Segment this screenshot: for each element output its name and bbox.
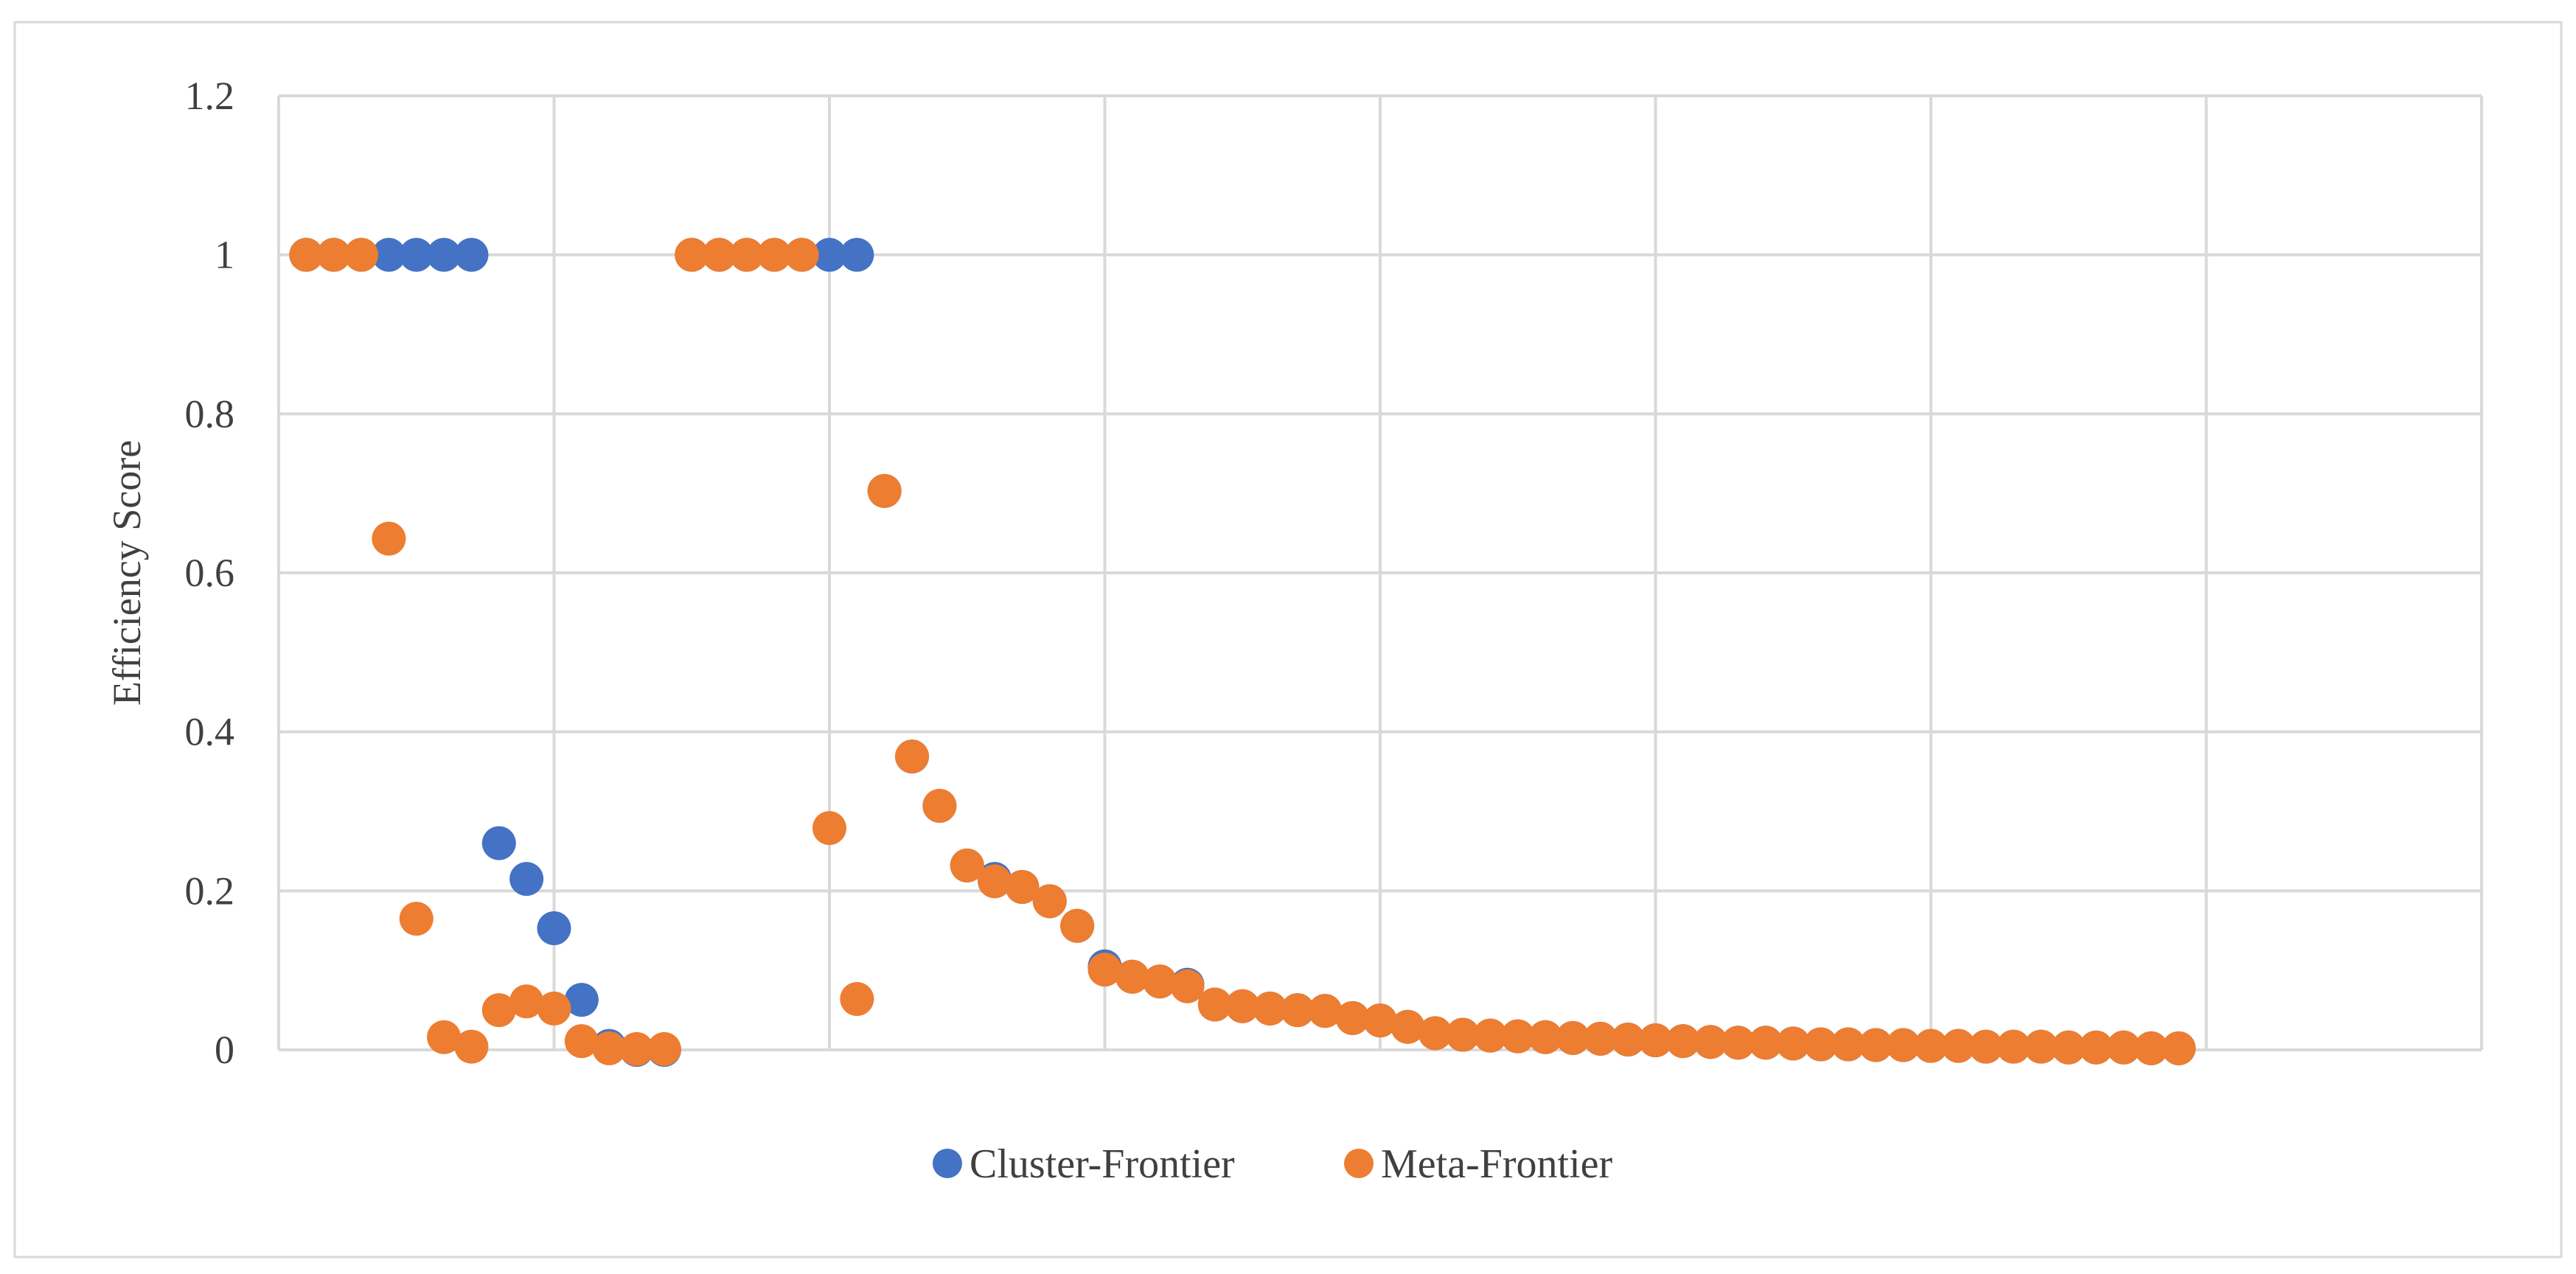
y-tick-labels: 0 0.2 0.4 0.6 0.8 1 1.2 — [185, 74, 235, 1072]
data-point — [454, 1029, 489, 1064]
y-tick-label: 0.6 — [185, 551, 235, 595]
data-point — [950, 848, 984, 883]
data-point — [729, 237, 764, 272]
data-point — [757, 237, 792, 272]
data-point — [1032, 884, 1067, 919]
data-point — [1997, 1029, 2031, 1064]
chart-border — [13, 21, 2563, 1259]
data-point — [922, 788, 957, 823]
data-point — [2051, 1030, 2086, 1065]
data-point — [399, 237, 434, 272]
data-point — [647, 1031, 681, 1066]
y-tick-label: 0.4 — [185, 710, 235, 754]
data-point — [1665, 1024, 1700, 1059]
data-point — [509, 984, 544, 1019]
data-point — [537, 911, 571, 946]
data-point — [1776, 1026, 1811, 1061]
data-point — [1363, 1003, 1397, 1038]
data-point — [1418, 1016, 1452, 1051]
data-point — [1197, 987, 1232, 1022]
data-point — [1115, 959, 1149, 994]
data-point — [509, 862, 544, 897]
data-point — [1693, 1025, 1728, 1059]
data-point — [427, 237, 462, 272]
data-point — [372, 521, 406, 556]
data-point — [592, 1031, 627, 1065]
y-tick-label: 0.2 — [185, 869, 235, 913]
data-point — [289, 237, 324, 272]
data-point — [1968, 1029, 2003, 1064]
legend-marker — [1344, 1149, 1374, 1178]
y-tick-label: 0 — [215, 1028, 234, 1072]
data-point — [1803, 1027, 1838, 1062]
legend: Cluster-Frontier Meta-Frontier — [933, 1141, 1612, 1187]
data-point — [784, 237, 819, 272]
y-tick-label: 1.2 — [185, 74, 235, 118]
data-point — [1308, 994, 1343, 1028]
data-point — [2134, 1031, 2168, 1065]
data-point — [399, 902, 434, 936]
data-point — [1556, 1020, 1590, 1055]
data-point — [1143, 964, 1177, 999]
data-point — [812, 237, 846, 272]
data-point — [1060, 908, 1095, 943]
data-point — [1335, 1000, 1370, 1035]
series-meta-frontier — [289, 237, 2196, 1066]
legend-label: Meta-Frontier — [1381, 1141, 1612, 1187]
data-point — [1473, 1018, 1508, 1053]
legend-marker — [933, 1149, 962, 1178]
data-point — [978, 864, 1012, 899]
data-point — [454, 237, 489, 272]
data-point — [564, 983, 599, 1017]
data-point — [316, 237, 351, 272]
y-tick-label: 0.8 — [185, 391, 235, 436]
data-point — [1583, 1021, 1618, 1056]
data-point — [2079, 1030, 2114, 1065]
data-point — [2106, 1030, 2141, 1065]
data-point — [564, 1024, 599, 1059]
data-point — [481, 826, 516, 860]
data-point — [1005, 869, 1040, 904]
data-point — [427, 1020, 462, 1054]
data-point — [1280, 993, 1315, 1028]
data-point — [1638, 1023, 1673, 1058]
gridlines — [277, 94, 2483, 1051]
data-point — [372, 237, 406, 272]
data-point — [1390, 1009, 1425, 1044]
data-point — [840, 237, 874, 272]
data-point — [1941, 1028, 1976, 1063]
data-point — [1748, 1026, 1783, 1060]
data-point — [481, 993, 516, 1028]
data-point — [1914, 1028, 1948, 1063]
data-point — [1886, 1028, 1921, 1062]
data-point — [1528, 1020, 1563, 1054]
data-point — [1500, 1019, 1535, 1054]
data-point — [895, 739, 930, 774]
data-point — [1831, 1027, 1865, 1062]
data-point — [702, 237, 737, 272]
data-point — [344, 237, 379, 272]
data-point — [1225, 989, 1260, 1023]
data-point — [1611, 1022, 1646, 1057]
legend-label: Cluster-Frontier — [970, 1141, 1235, 1187]
data-point — [1087, 953, 1122, 987]
data-point — [812, 811, 846, 846]
data-point — [1859, 1028, 1893, 1062]
data-point — [537, 991, 571, 1026]
data-point — [840, 981, 874, 1016]
data-point — [675, 237, 709, 272]
y-axis-title: Efficiency Score — [105, 440, 149, 706]
data-point — [2162, 1031, 2196, 1065]
data-point — [2024, 1029, 2058, 1064]
data-point — [619, 1031, 654, 1066]
data-point — [1253, 991, 1287, 1026]
data-series — [289, 237, 2196, 1067]
data-point — [1170, 969, 1205, 1003]
y-tick-label: 1 — [215, 233, 234, 277]
data-point — [867, 473, 902, 508]
data-point — [1721, 1026, 1755, 1060]
data-point — [1446, 1017, 1480, 1052]
